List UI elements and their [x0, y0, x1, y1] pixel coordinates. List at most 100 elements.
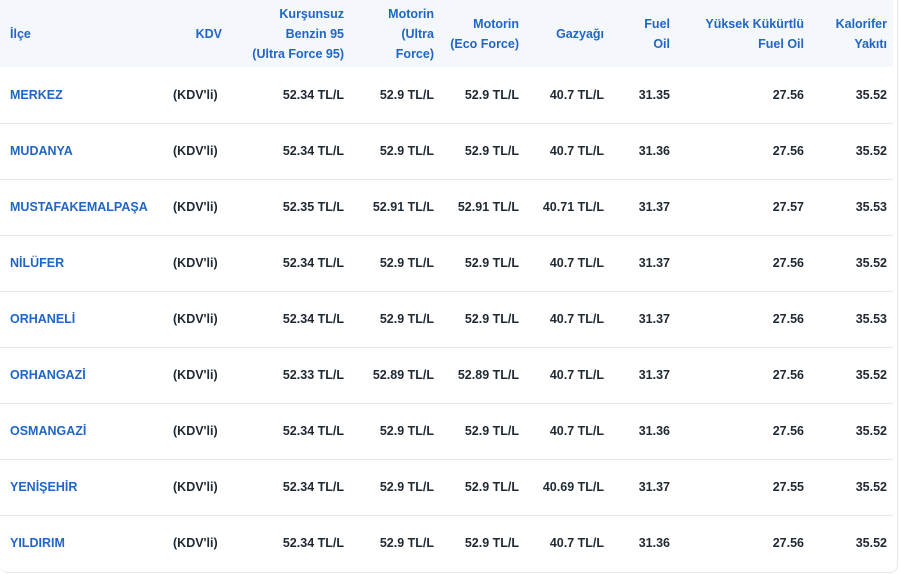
- cell-yuksek-kukurtlu: 27.57: [772, 200, 804, 214]
- cell-yuksek-kukurtlu: 27.56: [772, 312, 804, 326]
- header-kalorifer[interactable]: Kalorifer Yakıtı: [810, 0, 893, 67]
- header-kalorifer-line-1: Kalorifer: [835, 16, 887, 31]
- cell-kdv: (KDV'li): [173, 87, 218, 102]
- cell-kalorifer: 35.53: [855, 200, 887, 214]
- cell-fuel-oil: 31.37: [638, 256, 670, 270]
- cell-fuel-oil: 31.36: [638, 536, 670, 551]
- cell-kalorifer: 35.52: [855, 256, 887, 270]
- cell-ilce: MUDANYA: [0, 123, 157, 179]
- cell-ilce: ORHANELİ: [0, 291, 157, 347]
- cell-ilce: YENİŞEHİR: [0, 459, 157, 515]
- header-ilce[interactable]: İlçe: [0, 0, 157, 67]
- cell-gazyagi: 40.7 TL/L: [549, 144, 604, 158]
- cell-kdv: (KDV'li): [173, 424, 218, 438]
- district-link[interactable]: MUDANYA: [10, 144, 73, 158]
- cell-motorin-eco: 52.9 TL/L: [464, 144, 519, 158]
- cell-gazyagi: 40.7 TL/L: [549, 368, 604, 382]
- cell-motorin-ultra: 52.9 TL/L: [379, 480, 434, 494]
- cell-kalorifer: 35.52: [855, 368, 887, 382]
- cell-ilce: MERKEZ: [0, 67, 157, 123]
- district-link[interactable]: MUSTAFAKEMALPAŞA: [10, 200, 148, 214]
- cell-benzin: 52.34 TL/L: [282, 312, 344, 326]
- cell-motorin-ultra: 52.9 TL/L: [379, 256, 434, 270]
- header-ilce-label: İlçe: [10, 26, 31, 41]
- district-link[interactable]: YENİŞEHİR: [10, 480, 78, 494]
- cell-benzin: 52.35 TL/L: [282, 200, 344, 214]
- district-link[interactable]: ORHANELİ: [10, 312, 76, 326]
- cell-kalorifer: 35.52: [855, 144, 887, 158]
- cell-motorin-eco: 52.9 TL/L: [464, 424, 519, 438]
- header-fuel-oil[interactable]: Fuel Oil: [610, 0, 676, 67]
- cell-kalorifer: 35.52: [855, 87, 887, 102]
- cell-yuksek-kukurtlu: 27.56: [772, 144, 804, 158]
- cell-yuksek-kukurtlu: 27.56: [772, 424, 804, 438]
- header-kalorifer-line-2: Yakıtı: [854, 36, 887, 51]
- cell-motorin-ultra: 52.9 TL/L: [379, 536, 434, 551]
- cell-kdv: (KDV'li): [173, 312, 218, 326]
- district-link[interactable]: OSMANGAZİ: [10, 424, 87, 438]
- district-link[interactable]: ORHANGAZİ: [10, 368, 86, 382]
- cell-motorin-eco: 52.89 TL/L: [457, 368, 519, 382]
- cell-kalorifer: 35.53: [855, 312, 887, 326]
- cell-kalorifer: 35.52: [855, 424, 887, 438]
- table-row: MUSTAFAKEMALPAŞA (KDV'li) 52.35 TL/L 52.…: [0, 179, 893, 235]
- cell-fuel-oil: 31.36: [638, 424, 670, 438]
- header-motorin-eco[interactable]: Motorin (Eco Force): [440, 0, 525, 67]
- header-fuel-oil-line-2: Oil: [653, 36, 670, 51]
- cell-benzin: 52.34 TL/L: [282, 536, 344, 551]
- table-row: OSMANGAZİ (KDV'li) 52.34 TL/L 52.9 TL/L …: [0, 403, 893, 459]
- cell-benzin: 52.34 TL/L: [282, 480, 344, 494]
- header-motorin-ultra-line-3: Force): [395, 46, 434, 61]
- district-link[interactable]: YILDIRIM: [10, 536, 65, 551]
- cell-kdv: (KDV'li): [173, 368, 218, 382]
- table-row: YENİŞEHİR (KDV'li) 52.34 TL/L 52.9 TL/L …: [0, 459, 893, 515]
- district-link[interactable]: NİLÜFER: [10, 256, 65, 270]
- cell-kalorifer: 35.52: [855, 536, 887, 551]
- cell-motorin-ultra: 52.91 TL/L: [372, 200, 434, 214]
- cell-ilce: NİLÜFER: [0, 235, 157, 291]
- header-yuksek-kukurtlu[interactable]: Yüksek Kükürtlü Fuel Oil: [676, 0, 810, 67]
- header-fuel-oil-line-1: Fuel: [644, 16, 670, 31]
- cell-motorin-eco: 52.9 TL/L: [464, 256, 519, 270]
- header-kdv-label: KDV: [195, 26, 222, 41]
- cell-kdv: (KDV'li): [173, 200, 218, 214]
- header-yuksek-line-1: Yüksek Kükürtlü: [705, 16, 804, 31]
- cell-fuel-oil: 31.37: [638, 480, 670, 494]
- cell-motorin-eco: 52.9 TL/L: [464, 536, 519, 551]
- header-benzin-line-2: Benzin 95: [285, 26, 344, 41]
- header-motorin-ultra[interactable]: Motorin (Ultra Force): [350, 0, 440, 67]
- cell-gazyagi: 40.7 TL/L: [549, 256, 604, 270]
- cell-fuel-oil: 31.37: [638, 312, 670, 326]
- table-row: MUDANYA (KDV'li) 52.34 TL/L 52.9 TL/L 52…: [0, 123, 893, 179]
- header-benzin[interactable]: Kurşunsuz Benzin 95 (Ultra Force 95): [228, 0, 350, 67]
- cell-kdv: (KDV'li): [173, 144, 218, 158]
- cell-motorin-ultra: 52.9 TL/L: [379, 424, 434, 438]
- cell-gazyagi: 40.69 TL/L: [542, 480, 604, 494]
- cell-ilce: ORHANGAZİ: [0, 347, 157, 403]
- table-row: ORHANELİ (KDV'li) 52.34 TL/L 52.9 TL/L 5…: [0, 291, 893, 347]
- cell-fuel-oil: 31.36: [638, 144, 670, 158]
- header-motorin-ultra-line-1: Motorin: [388, 6, 434, 21]
- cell-kalorifer: 35.52: [855, 480, 887, 494]
- cell-motorin-ultra: 52.89 TL/L: [372, 368, 434, 382]
- cell-motorin-eco: 52.9 TL/L: [464, 480, 519, 494]
- cell-motorin-eco: 52.9 TL/L: [464, 312, 519, 326]
- cell-benzin: 52.34 TL/L: [282, 87, 344, 102]
- cell-yuksek-kukurtlu: 27.56: [772, 87, 804, 102]
- header-kdv[interactable]: KDV: [157, 0, 228, 67]
- header-motorin-ultra-line-2: (Ultra: [401, 26, 434, 41]
- header-motorin-eco-line-1: Motorin: [473, 16, 519, 31]
- cell-motorin-ultra: 52.9 TL/L: [379, 312, 434, 326]
- header-gazyagi[interactable]: Gazyağı: [525, 0, 610, 67]
- cell-kdv: (KDV'li): [173, 480, 218, 494]
- cell-fuel-oil: 31.37: [638, 368, 670, 382]
- cell-benzin: 52.34 TL/L: [282, 424, 344, 438]
- cell-ilce: OSMANGAZİ: [0, 403, 157, 459]
- cell-motorin-ultra: 52.9 TL/L: [379, 144, 434, 158]
- cell-kdv: (KDV'li): [173, 256, 218, 270]
- header-benzin-line-1: Kurşunsuz: [279, 6, 344, 21]
- table-row: YILDIRIM (KDV'li) 52.34 TL/L 52.9 TL/L 5…: [0, 515, 893, 571]
- district-link[interactable]: MERKEZ: [10, 87, 63, 102]
